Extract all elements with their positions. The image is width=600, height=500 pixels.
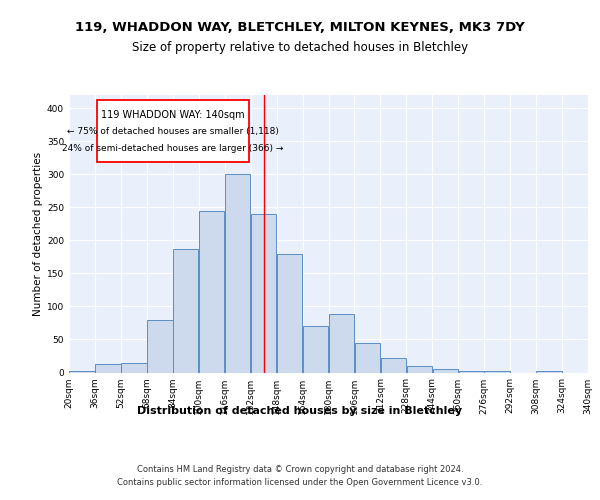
Text: 119, WHADDON WAY, BLETCHLEY, MILTON KEYNES, MK3 7DY: 119, WHADDON WAY, BLETCHLEY, MILTON KEYN… (75, 21, 525, 34)
Bar (329, 314, 354, 372)
Text: 119 WHADDON WAY: 140sqm: 119 WHADDON WAY: 140sqm (101, 110, 245, 120)
Bar (173, 249, 199, 372)
Text: Size of property relative to detached houses in Bletchley: Size of property relative to detached ho… (132, 41, 468, 54)
Bar (147, 320, 173, 372)
Bar (407, 366, 432, 372)
Bar (380, 358, 406, 372)
Bar (484, 370, 510, 372)
Text: ← 75% of detached houses are smaller (1,118): ← 75% of detached houses are smaller (1,… (67, 127, 279, 136)
Bar (199, 210, 224, 372)
Bar (251, 214, 277, 372)
Bar (225, 174, 250, 372)
Y-axis label: Number of detached properties: Number of detached properties (33, 152, 43, 316)
Text: 24% of semi-detached houses are larger (366) →: 24% of semi-detached houses are larger (… (62, 144, 283, 152)
FancyBboxPatch shape (97, 100, 249, 162)
Bar (536, 370, 562, 372)
Bar (69, 370, 95, 372)
Text: Distribution of detached houses by size in Bletchley: Distribution of detached houses by size … (137, 406, 463, 416)
Text: Contains HM Land Registry data © Crown copyright and database right 2024.
Contai: Contains HM Land Registry data © Crown c… (118, 465, 482, 487)
Bar (303, 326, 328, 372)
Bar (121, 362, 146, 372)
Bar (458, 370, 484, 372)
Bar (355, 344, 380, 372)
Bar (277, 254, 302, 372)
Bar (433, 369, 458, 372)
Bar (95, 364, 121, 372)
